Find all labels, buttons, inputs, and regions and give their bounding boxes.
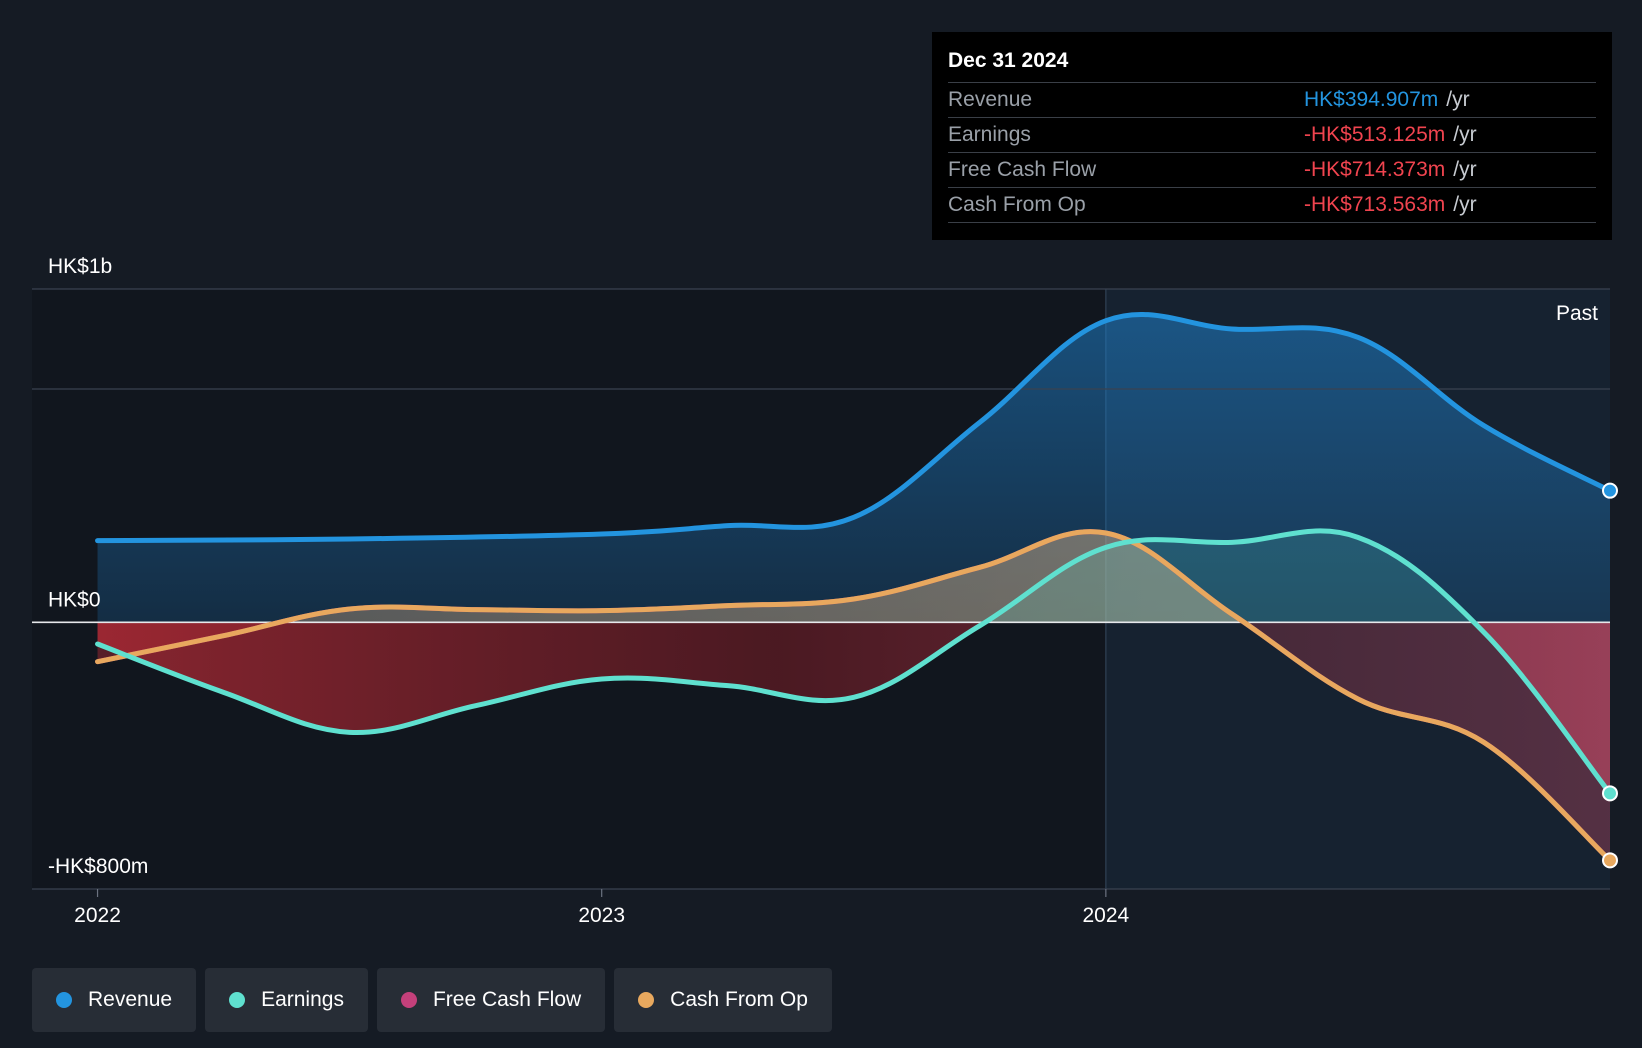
series-line-revenue	[95, 311, 1613, 544]
tooltip-label: Revenue	[948, 88, 1033, 111]
tooltip-value: -HK$713.563m	[1304, 193, 1446, 216]
legend-dot-icon	[229, 992, 246, 1008]
series-endpoint-earnings	[1602, 785, 1618, 802]
earnings-area-positive	[97, 531, 1610, 623]
tooltip-label: Earnings	[948, 123, 1031, 146]
tooltip-unit: /yr	[1446, 88, 1470, 111]
y-axis-labels: HK$1b HK$0 -HK$800m	[48, 255, 148, 878]
legend-label: Free Cash Flow	[432, 988, 582, 1011]
tooltip-row-cash-from-op: Cash From Op -HK$713.563m /yr	[948, 187, 1596, 223]
free-cash-flow-area-negative	[97, 622, 1610, 861]
x-axis-labels: 2022 2023 2024	[74, 889, 1130, 927]
series-endpoint-cash-from-op	[1602, 852, 1618, 869]
x-tick-label: 2022	[74, 904, 121, 927]
tooltip-unit: /yr	[1453, 158, 1477, 181]
series-endpoints	[1602, 482, 1618, 869]
tooltip-row-free-cash-flow: Free Cash Flow -HK$714.373m /yr	[948, 152, 1596, 187]
series-endpoint-revenue	[1602, 482, 1618, 499]
tooltip-value: HK$394.907m	[1304, 88, 1439, 111]
tooltip: Dec 31 2024 Revenue HK$394.907m /yr Earn…	[932, 32, 1612, 240]
series-lines	[95, 311, 1613, 863]
x-tick-label: 2024	[1082, 904, 1129, 927]
cash-from-op-area-positive	[97, 531, 1610, 623]
series-line-cash-from-op	[95, 529, 1613, 863]
legend-label: Revenue	[88, 988, 173, 1011]
y-tick-label: HK$1b	[48, 255, 112, 278]
legend: Revenue Earnings Free Cash Flow Cash Fro…	[32, 968, 832, 1032]
tooltip-unit: /yr	[1453, 123, 1477, 146]
legend-label: Cash From Op	[670, 988, 808, 1011]
legend-item-cash-from-op[interactable]: Cash From Op	[614, 968, 832, 1032]
legend-item-free-cash-flow[interactable]: Free Cash Flow	[376, 968, 606, 1032]
tooltip-date: Dec 31 2024	[948, 49, 1069, 72]
tooltip-value: -HK$714.373m	[1304, 158, 1446, 181]
y-tick-label: -HK$800m	[48, 855, 148, 878]
series-line-earnings	[95, 528, 1613, 796]
tooltip-value: -HK$513.125m	[1304, 123, 1446, 146]
legend-dot-icon	[638, 992, 655, 1008]
tooltip-unit: /yr	[1453, 193, 1477, 216]
tooltip-label: Free Cash Flow	[948, 158, 1097, 181]
tooltip-row-earnings: Earnings -HK$513.125m /yr	[948, 117, 1596, 152]
legend-dot-icon	[56, 992, 72, 1008]
tooltip-label: Cash From Op	[948, 193, 1086, 216]
past-label: Past	[1556, 302, 1598, 325]
revenue-area	[97, 314, 1611, 623]
y-tick-label: HK$0	[48, 588, 101, 611]
gridlines	[32, 288, 1610, 890]
x-tick-label: 2023	[578, 904, 625, 927]
legend-item-revenue[interactable]: Revenue	[32, 968, 197, 1032]
series-areas	[97, 314, 1611, 861]
legend-item-earnings[interactable]: Earnings	[205, 968, 368, 1032]
tooltip-row-revenue: Revenue HK$394.907m /yr	[948, 82, 1596, 117]
legend-label: Earnings	[261, 988, 344, 1011]
legend-dot-icon	[400, 992, 417, 1008]
earnings-area-negative	[97, 622, 1610, 794]
